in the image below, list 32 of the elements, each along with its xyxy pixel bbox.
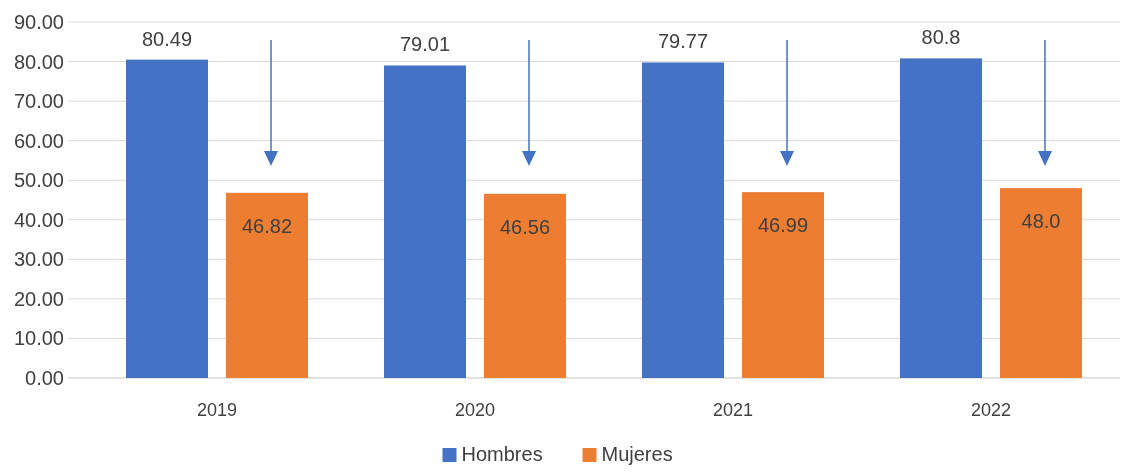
data-label: 79.77 [657, 30, 709, 53]
bar [384, 65, 466, 378]
bar [900, 58, 982, 378]
x-tick-label: 2020 [454, 400, 496, 420]
bar [126, 59, 208, 378]
bar [1000, 188, 1082, 378]
x-tick-label: 2019 [196, 400, 238, 420]
y-tick-label: 0.00 [25, 367, 64, 389]
bar [484, 193, 566, 378]
legend-label: Hombres [461, 443, 543, 465]
x-tick-label: 2022 [970, 400, 1012, 420]
y-tick-label: 70.00 [13, 90, 64, 113]
y-tick-label: 10.00 [13, 327, 64, 350]
data-label: 46.99 [757, 214, 809, 237]
data-label: 79.01 [399, 33, 451, 56]
data-label: 46.82 [241, 214, 293, 237]
data-label: 48.0 [1021, 210, 1061, 233]
data-label: 46.56 [499, 215, 551, 238]
data-label: 80.8 [921, 26, 961, 49]
x-tick-label: 2021 [712, 400, 754, 420]
y-tick-label: 90.00 [13, 11, 64, 33]
y-tick-label: 80.00 [13, 50, 64, 73]
y-tick-label: 60.00 [13, 129, 64, 152]
y-tick-label: 30.00 [13, 248, 64, 271]
bar [642, 62, 724, 378]
bar [742, 192, 824, 378]
y-tick-label: 50.00 [13, 169, 64, 192]
y-tick-label: 20.00 [13, 287, 64, 310]
bar [226, 192, 308, 378]
legend-label: Mujeres [601, 443, 673, 465]
y-tick-label: 40.00 [13, 208, 64, 231]
data-label: 80.49 [141, 27, 193, 50]
